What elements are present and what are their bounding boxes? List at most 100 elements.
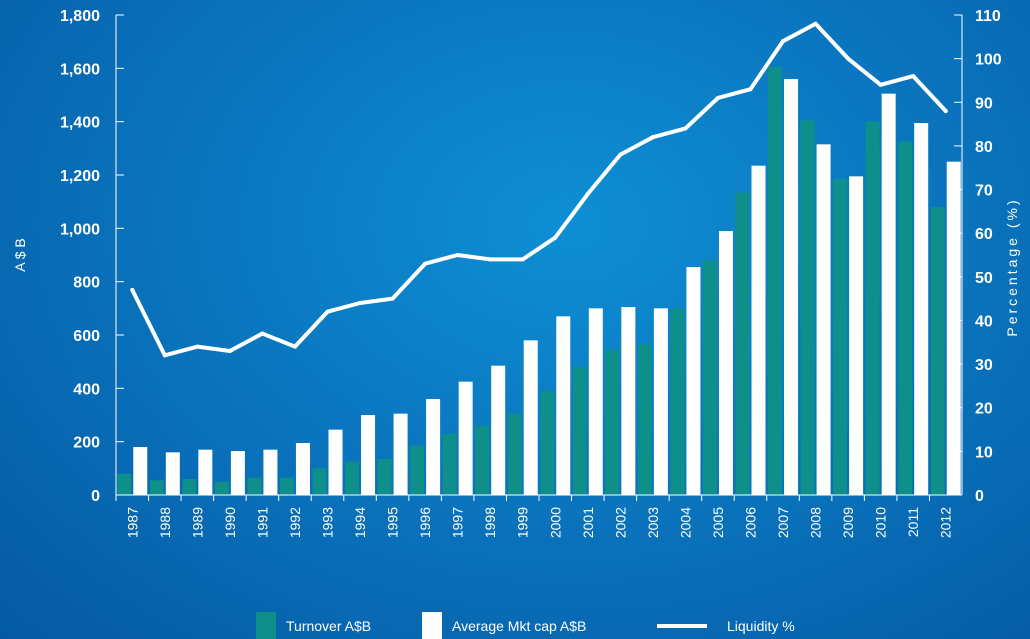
left-y-axis: 0 200 400 600 800 1,000 1,200 1,400 1,600 1,800 <box>60 8 124 505</box>
right-y-axis: 0 10 20 30 40 50 60 70 80 90 100 110 <box>954 8 1002 505</box>
bar-turnover-1987 <box>117 473 132 495</box>
x-tick-label-2001: 2001 <box>580 507 596 538</box>
right-tick-label: 50 <box>975 270 993 287</box>
bar-turnover-2003 <box>637 344 652 495</box>
bar-mktcap-1990 <box>230 451 245 495</box>
legend-label-liquidity: Liquidity % <box>727 617 795 634</box>
liquidity-point-2003 <box>650 135 655 140</box>
bar-turnover-2001 <box>572 367 587 495</box>
x-axis: 1987 1988 1989 1990 1991 1992 1993 1994 1995 1996… <box>115 494 962 538</box>
bar-turnover-1999 <box>507 413 522 495</box>
bar-turnover-1991 <box>247 477 262 495</box>
legend-item-liquidity: Liquidity % <box>657 612 795 639</box>
bar-turnover-1989 <box>182 479 197 495</box>
bar-turnover-2010 <box>865 121 880 496</box>
bars-group <box>117 67 961 496</box>
bar-mktcap-2005 <box>718 231 733 495</box>
x-tick-label-1999: 1999 <box>515 507 531 538</box>
bar-turnover-1993 <box>312 468 327 495</box>
right-tick-label: 90 <box>975 95 993 112</box>
legend-swatch-mktcap <box>422 612 442 639</box>
x-tick-label-1990: 1990 <box>222 507 238 538</box>
right-tick-label: 100 <box>975 52 1002 69</box>
x-tick-label-2002: 2002 <box>612 507 628 538</box>
bar-mktcap-2007 <box>784 79 799 495</box>
bar-mktcap-1996 <box>426 399 441 495</box>
liquidity-point-2008 <box>813 21 818 26</box>
legend-item-mktcap: Average Mkt cap A$B <box>422 612 586 639</box>
x-tick-label-1988: 1988 <box>157 507 173 538</box>
liquidity-point-1991 <box>260 331 265 336</box>
x-tick-label-2010: 2010 <box>873 507 889 538</box>
bar-mktcap-2012 <box>946 161 961 495</box>
bar-mktcap-1987 <box>133 447 148 495</box>
liquidity-point-1998 <box>488 257 493 262</box>
left-axis-title: A $ B <box>12 238 28 271</box>
liquidity-point-1987 <box>130 287 135 292</box>
liquidity-point-2012 <box>943 109 948 113</box>
left-tick-label: 1,000 <box>60 221 100 238</box>
liquidity-point-2002 <box>618 152 623 157</box>
x-tick-label-1989: 1989 <box>189 507 205 538</box>
bar-mktcap-1988 <box>165 452 180 495</box>
bar-turnover-2000 <box>540 391 555 495</box>
x-tick-label-2007: 2007 <box>775 507 791 538</box>
liquidity-line <box>130 21 948 358</box>
bar-turnover-2006 <box>735 192 750 496</box>
liquidity-point-1997 <box>455 253 460 257</box>
bar-mktcap-2010 <box>881 93 896 496</box>
legend-line-liquidity <box>657 623 707 628</box>
x-tick-label-2009: 2009 <box>840 507 856 538</box>
left-tick-label: 800 <box>73 275 100 292</box>
legend-label-turnover: Turnover A$B <box>286 617 372 634</box>
bar-turnover-1992 <box>279 477 294 495</box>
liquidity-point-2006 <box>748 87 753 92</box>
left-tick-label: 0 <box>91 488 100 505</box>
bar-mktcap-1991 <box>263 449 278 495</box>
bar-mktcap-1993 <box>328 429 343 495</box>
x-tick-label-1995: 1995 <box>385 507 401 538</box>
bar-turnover-1988 <box>149 480 164 495</box>
legend-item-turnover: Turnover A$B <box>256 612 371 639</box>
left-tick-label: 200 <box>73 435 100 452</box>
left-tick-label: 1,200 <box>60 168 100 185</box>
bar-turnover-1996 <box>410 445 425 495</box>
bar-mktcap-2001 <box>588 308 603 495</box>
legend-swatch-turnover <box>256 612 276 639</box>
right-axis-title: Percentage (%) <box>1004 197 1020 336</box>
x-tick-label-2008: 2008 <box>808 507 824 538</box>
liquidity-point-2011 <box>911 74 916 79</box>
bar-mktcap-2006 <box>751 165 766 495</box>
x-tick-label-2003: 2003 <box>645 507 661 538</box>
x-tick-label-1996: 1996 <box>417 507 433 538</box>
bar-mktcap-1994 <box>361 415 376 495</box>
bar-turnover-1997 <box>442 433 457 495</box>
bar-mktcap-2002 <box>621 307 636 495</box>
bar-turnover-2005 <box>702 260 717 495</box>
right-tick-label: 30 <box>975 357 993 374</box>
bar-turnover-2009 <box>833 179 848 495</box>
liquidity-point-2004 <box>683 126 688 131</box>
bar-turnover-1994 <box>345 461 360 495</box>
liquidity-point-2000 <box>553 235 558 240</box>
x-tick-label-1998: 1998 <box>482 507 498 538</box>
bar-turnover-2011 <box>898 141 913 495</box>
liquidity-point-2005 <box>715 95 720 100</box>
bar-mktcap-1992 <box>295 443 310 495</box>
bar-turnover-1995 <box>377 459 392 495</box>
x-tick-label-2004: 2004 <box>677 507 693 538</box>
right-tick-label: 40 <box>975 313 993 330</box>
x-tick-label-1997: 1997 <box>450 507 466 538</box>
liquidity-point-1990 <box>227 349 232 353</box>
liquidity-point-1989 <box>195 344 200 349</box>
right-tick-label: 60 <box>975 226 993 243</box>
x-tick-label-2006: 2006 <box>743 507 759 538</box>
liquidity-point-1988 <box>162 353 167 358</box>
bar-turnover-1990 <box>214 481 229 495</box>
bar-turnover-2008 <box>800 120 815 495</box>
liquidity-point-2007 <box>781 39 786 44</box>
liquidity-point-1993 <box>325 309 330 314</box>
x-tick-label-2011: 2011 <box>905 507 921 537</box>
x-tick-label-1993: 1993 <box>320 507 336 538</box>
bar-mktcap-2004 <box>686 267 701 495</box>
